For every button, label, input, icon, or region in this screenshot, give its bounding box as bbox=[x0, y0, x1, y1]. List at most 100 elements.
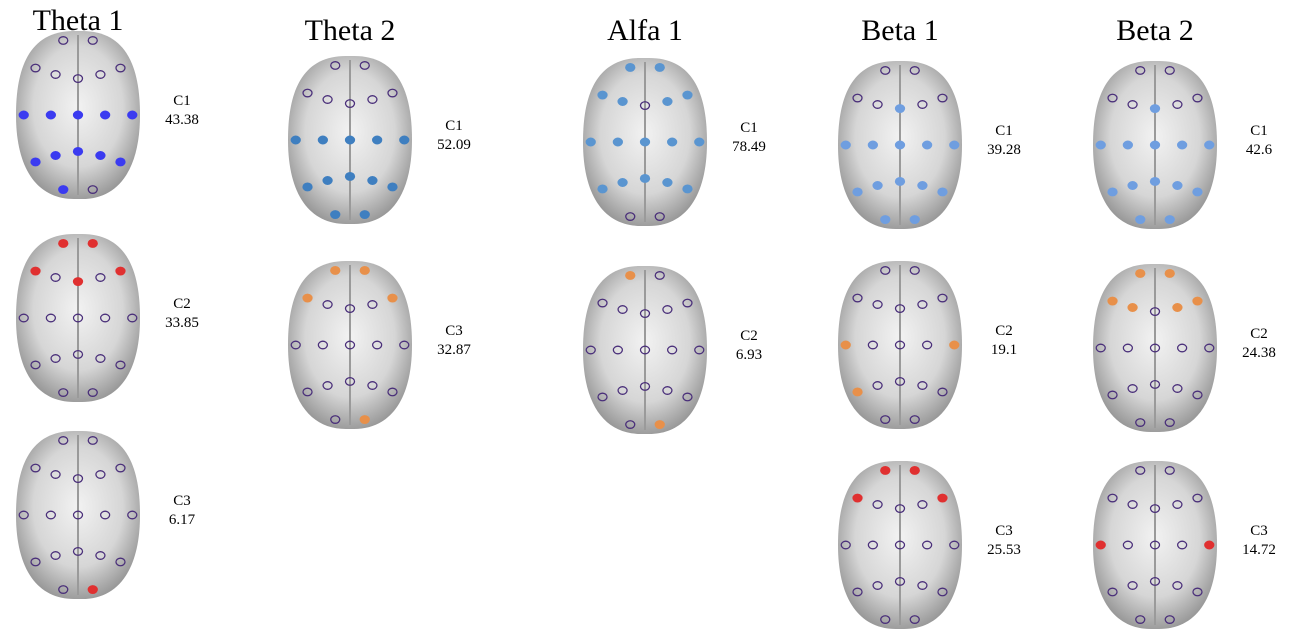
component-value: 6.93 bbox=[736, 347, 762, 363]
figure: Theta 1C143.38C233.85C36.17Theta 2C152.0… bbox=[0, 0, 1293, 630]
electrode bbox=[896, 178, 905, 186]
electrode bbox=[910, 467, 919, 475]
electrode bbox=[618, 179, 627, 187]
electrode bbox=[1136, 270, 1145, 278]
electrode bbox=[388, 183, 397, 191]
electrode bbox=[323, 177, 332, 185]
brain-panel bbox=[838, 461, 962, 629]
component-label: C1 bbox=[173, 93, 191, 109]
electrode bbox=[853, 388, 862, 396]
electrode bbox=[116, 158, 125, 166]
component-label: C1 bbox=[740, 120, 758, 136]
component-value: 43.38 bbox=[165, 112, 199, 128]
electrode bbox=[318, 136, 327, 144]
electrode bbox=[1178, 141, 1187, 149]
electrode bbox=[1108, 188, 1117, 196]
brain-panel bbox=[16, 234, 140, 402]
electrode bbox=[360, 267, 369, 275]
electrode bbox=[853, 188, 862, 196]
electrode bbox=[853, 494, 862, 502]
component-label: C2 bbox=[173, 296, 191, 312]
electrode bbox=[626, 272, 635, 280]
component-label: C3 bbox=[445, 323, 463, 339]
electrode bbox=[1193, 297, 1202, 305]
electrode bbox=[74, 111, 83, 119]
component-label: C2 bbox=[1250, 326, 1268, 342]
component-label: C1 bbox=[995, 123, 1013, 139]
electrode bbox=[586, 138, 595, 146]
component-value: 78.49 bbox=[732, 139, 766, 155]
electrode bbox=[1096, 141, 1105, 149]
electrode bbox=[1205, 141, 1214, 149]
electrode bbox=[881, 467, 890, 475]
component-label: C1 bbox=[445, 118, 463, 134]
column-title: Beta 2 bbox=[1116, 14, 1193, 47]
electrode bbox=[641, 138, 650, 146]
electrode bbox=[695, 138, 704, 146]
electrode bbox=[368, 177, 377, 185]
electrode bbox=[1123, 141, 1132, 149]
component-value: 25.53 bbox=[987, 542, 1021, 558]
electrode bbox=[96, 152, 105, 160]
electrode bbox=[346, 136, 355, 144]
electrode bbox=[641, 175, 650, 183]
electrode bbox=[331, 211, 340, 219]
electrode bbox=[938, 494, 947, 502]
brain-panel bbox=[1093, 461, 1217, 629]
electrode bbox=[896, 141, 905, 149]
brain-panel bbox=[288, 56, 412, 224]
column-title: Alfa 1 bbox=[607, 14, 683, 47]
electrode bbox=[74, 278, 83, 286]
electrode bbox=[598, 185, 607, 193]
electrode bbox=[1151, 178, 1160, 186]
brain-panel bbox=[16, 431, 140, 599]
electrode bbox=[74, 148, 83, 156]
electrode bbox=[1165, 270, 1174, 278]
brain-panel bbox=[16, 31, 140, 199]
electrode bbox=[1108, 297, 1117, 305]
electrode bbox=[1136, 216, 1145, 224]
electrode bbox=[683, 91, 692, 99]
electrode bbox=[910, 216, 919, 224]
electrode bbox=[1173, 304, 1182, 312]
brain-panel bbox=[583, 58, 707, 226]
electrode bbox=[1193, 188, 1202, 196]
electrode bbox=[19, 111, 28, 119]
electrode bbox=[88, 586, 97, 594]
component-label: C3 bbox=[173, 493, 191, 509]
electrode bbox=[1128, 304, 1137, 312]
electrode bbox=[950, 341, 959, 349]
electrode bbox=[873, 182, 882, 190]
brain-panel bbox=[1093, 264, 1217, 432]
brain-panel bbox=[583, 266, 707, 434]
electrode bbox=[59, 240, 68, 248]
electrode bbox=[598, 91, 607, 99]
component-value: 24.38 bbox=[1242, 345, 1276, 361]
electrode bbox=[331, 267, 340, 275]
electrode bbox=[360, 211, 369, 219]
electrode bbox=[1205, 541, 1214, 549]
electrode bbox=[116, 267, 125, 275]
electrode bbox=[1151, 141, 1160, 149]
electrode bbox=[841, 141, 850, 149]
electrode bbox=[626, 64, 635, 72]
electrode bbox=[881, 216, 890, 224]
component-value: 32.87 bbox=[437, 342, 471, 358]
electrode bbox=[868, 141, 877, 149]
electrode bbox=[291, 136, 300, 144]
electrode bbox=[938, 188, 947, 196]
electrode bbox=[31, 158, 40, 166]
brain-panel bbox=[1093, 61, 1217, 229]
electrode bbox=[346, 173, 355, 181]
component-value: 39.28 bbox=[987, 142, 1021, 158]
electrode bbox=[655, 421, 664, 429]
electrode bbox=[618, 98, 627, 106]
electrode bbox=[31, 267, 40, 275]
electrode bbox=[400, 136, 409, 144]
electrode bbox=[51, 152, 60, 160]
electrode bbox=[918, 182, 927, 190]
component-value: 42.6 bbox=[1246, 142, 1273, 158]
component-value: 33.85 bbox=[165, 315, 199, 331]
electrode bbox=[683, 185, 692, 193]
electrode bbox=[373, 136, 382, 144]
